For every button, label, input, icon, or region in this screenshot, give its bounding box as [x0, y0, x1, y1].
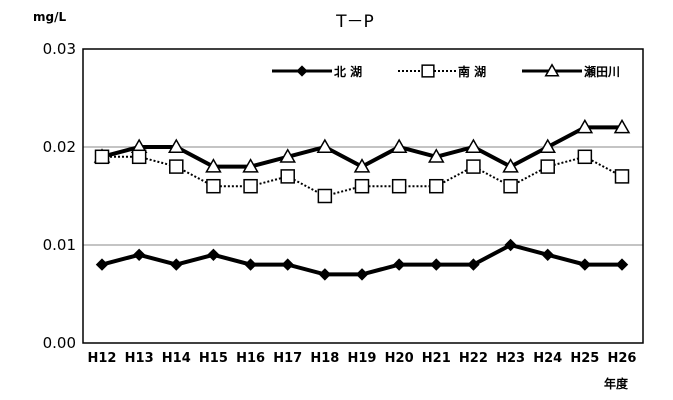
data-point-diamond	[281, 258, 294, 271]
data-point-diamond	[170, 258, 183, 271]
x-tick-label: H21	[422, 351, 451, 366]
data-point-diamond	[615, 258, 629, 271]
data-point-diamond	[504, 238, 517, 252]
data-point-triangle	[613, 118, 631, 134]
data-point-square	[206, 178, 221, 194]
data-point-diamond	[95, 258, 109, 271]
x-tick-label: H24	[533, 351, 562, 366]
x-tick-label: H15	[199, 351, 228, 366]
data-point-triangle	[544, 63, 560, 77]
y-tick-labels: 0.00 0.01 0.02 0.03	[43, 40, 76, 352]
data-point-square	[577, 149, 593, 165]
x-tick-label: H20	[385, 351, 414, 366]
data-point-triangle	[427, 148, 445, 163]
legend-label: 南 湖	[458, 64, 486, 79]
y-tick-label: 0.01	[43, 236, 76, 254]
legend: 北 湖 南 湖 瀬田川	[272, 63, 620, 79]
x-tick-label: H13	[125, 351, 154, 366]
data-point-diamond	[541, 248, 554, 262]
data-point-diamond	[578, 258, 592, 271]
y-tick-label: 0.02	[43, 138, 76, 156]
data-point-triangle	[539, 138, 557, 153]
x-tick-label: H22	[459, 351, 488, 366]
x-tick-labels: H12 H13 H14 H15 H16 H17 H18 H19 H20 H21 H22 H23 H24 H…	[88, 351, 637, 366]
data-point-diamond	[244, 258, 257, 271]
data-point-triangle	[242, 158, 259, 173]
data-point-square	[614, 169, 630, 184]
x-tick-label: H23	[496, 351, 525, 366]
x-tick-label: H25	[570, 351, 599, 366]
data-point-triangle	[502, 158, 519, 173]
data-point-diamond	[296, 65, 308, 77]
data-point-diamond	[392, 258, 406, 271]
series-lines	[93, 118, 631, 281]
data-point-square	[429, 178, 444, 194]
y-tick-label: 0.00	[43, 334, 76, 352]
data-point-diamond	[318, 268, 332, 281]
data-point-triangle	[167, 138, 185, 153]
data-point-diamond	[355, 268, 369, 281]
data-point-square	[317, 188, 333, 204]
data-point-triangle	[390, 138, 408, 153]
y-tick-label: 0.03	[43, 40, 76, 58]
legend-label: 北 湖	[334, 64, 362, 79]
x-tick-label: H18	[310, 351, 339, 366]
data-point-triangle	[279, 148, 297, 163]
data-point-square	[503, 178, 518, 194]
data-point-triangle	[353, 158, 371, 173]
data-point-diamond	[207, 248, 220, 262]
data-point-square	[131, 149, 147, 165]
data-point-square	[391, 178, 407, 194]
plot-area	[82, 48, 644, 344]
y-axis-unit: mg/L	[33, 10, 66, 24]
data-point-square	[466, 159, 481, 174]
x-axis-unit: 年度	[604, 376, 629, 391]
data-point-triangle	[465, 138, 482, 153]
chart-title: T－P	[335, 12, 374, 32]
data-point-square	[354, 178, 370, 194]
x-tick-label: H14	[162, 351, 191, 366]
data-point-square	[243, 178, 258, 194]
data-point-square	[94, 149, 110, 165]
data-point-square	[421, 64, 435, 78]
data-point-square	[169, 159, 184, 174]
data-point-diamond	[467, 258, 480, 271]
x-tick-label: H17	[273, 351, 302, 366]
data-point-diamond	[430, 258, 443, 271]
x-tick-label: H19	[348, 351, 377, 366]
data-point-triangle	[205, 158, 222, 173]
data-point-triangle	[316, 138, 334, 153]
data-point-diamond	[132, 248, 146, 262]
x-tick-label: H12	[88, 351, 117, 366]
data-point-square	[540, 159, 555, 174]
x-tick-label: H26	[608, 351, 637, 366]
legend-label: 瀬田川	[583, 64, 620, 79]
data-point-square	[280, 169, 295, 184]
data-point-triangle	[576, 118, 594, 134]
x-tick-label: H16	[236, 351, 265, 366]
